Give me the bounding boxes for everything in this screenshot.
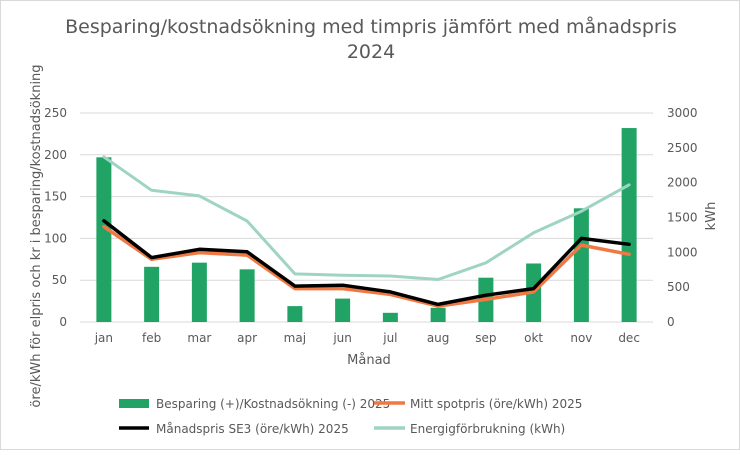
legend-label-spotpris: Mitt spotpris (öre/kWh) 2025: [410, 397, 582, 411]
legend-label-besparing: Besparing (+)/Kostnadsökning (-) 2025: [156, 397, 390, 411]
y-tick-left: 0: [59, 315, 67, 329]
y-tick-left: 100: [44, 231, 67, 245]
y-tick-right: 3000: [667, 106, 698, 120]
right-axis-ticks: 0 500 1000 1500 2000 2500 3000: [667, 106, 698, 329]
x-tick-jan: jan: [94, 331, 113, 345]
x-tick-jul: jul: [382, 331, 397, 345]
bar-aug: [430, 307, 446, 322]
bar-dec: [621, 128, 637, 322]
x-tick-apr: apr: [237, 331, 257, 345]
line-series-energi: [102, 155, 631, 281]
x-tick-mar: mar: [187, 331, 211, 345]
x-tick-sep: sep: [475, 331, 496, 345]
bar-nov: [573, 208, 589, 322]
x-tick-aug: aug: [427, 331, 450, 345]
x-tick-dec: dec: [618, 331, 640, 345]
y-tick-right: 0: [667, 315, 675, 329]
line-series: [102, 155, 631, 308]
y-tick-right: 2000: [667, 176, 698, 190]
x-tick-okt: okt: [524, 331, 543, 345]
legend: Besparing (+)/Kostnadsökning (-) 2025 Mi…: [119, 397, 582, 436]
y-tick-right: 500: [667, 280, 690, 294]
left-axis-ticks: 0 50 100 150 200 250: [44, 106, 67, 329]
legend-swatch-besparing: [119, 399, 149, 408]
bar-apr: [239, 269, 255, 322]
x-axis-title: Månad: [347, 353, 391, 368]
y-axis-title-left: öre/kWh för elpris och kr i besparing/ko…: [29, 64, 44, 407]
bar-feb: [144, 266, 160, 322]
y-tick-left: 50: [52, 273, 67, 287]
y-tick-right: 2500: [667, 141, 698, 155]
x-tick-jun: jun: [332, 331, 352, 345]
bar-series: [96, 128, 637, 322]
bar-mar: [191, 262, 207, 322]
bar-jan: [96, 157, 112, 322]
x-tick-feb: feb: [142, 331, 161, 345]
bar-jul: [382, 312, 398, 322]
chart-title-line-2: 2024: [347, 41, 395, 63]
y-tick-right: 1500: [667, 211, 698, 225]
y-tick-left: 150: [44, 190, 67, 204]
bar-jun: [335, 298, 351, 322]
y-tick-left: 250: [44, 106, 67, 120]
x-tick-maj: maj: [284, 331, 306, 345]
legend-label-energi: Energigförbrukning (kWh): [410, 422, 565, 436]
y-axis-title-right: kWh: [704, 202, 719, 231]
bar-maj: [287, 306, 303, 322]
chart-title-line-1: Besparing/kostnadsökning med timpris jäm…: [65, 15, 677, 38]
line-series-manadspris: [102, 219, 631, 307]
x-axis-ticks: jan feb mar apr maj jun jul aug sep okt nov dec: [94, 331, 640, 345]
legend-label-manadspris: Månadspris SE3 (öre/kWh) 2025: [156, 422, 349, 436]
line-series-spotpris: [102, 224, 631, 308]
y-tick-left: 200: [44, 148, 67, 162]
gridlines: [80, 112, 653, 323]
y-tick-right: 1000: [667, 245, 698, 259]
x-tick-nov: nov: [570, 331, 592, 345]
